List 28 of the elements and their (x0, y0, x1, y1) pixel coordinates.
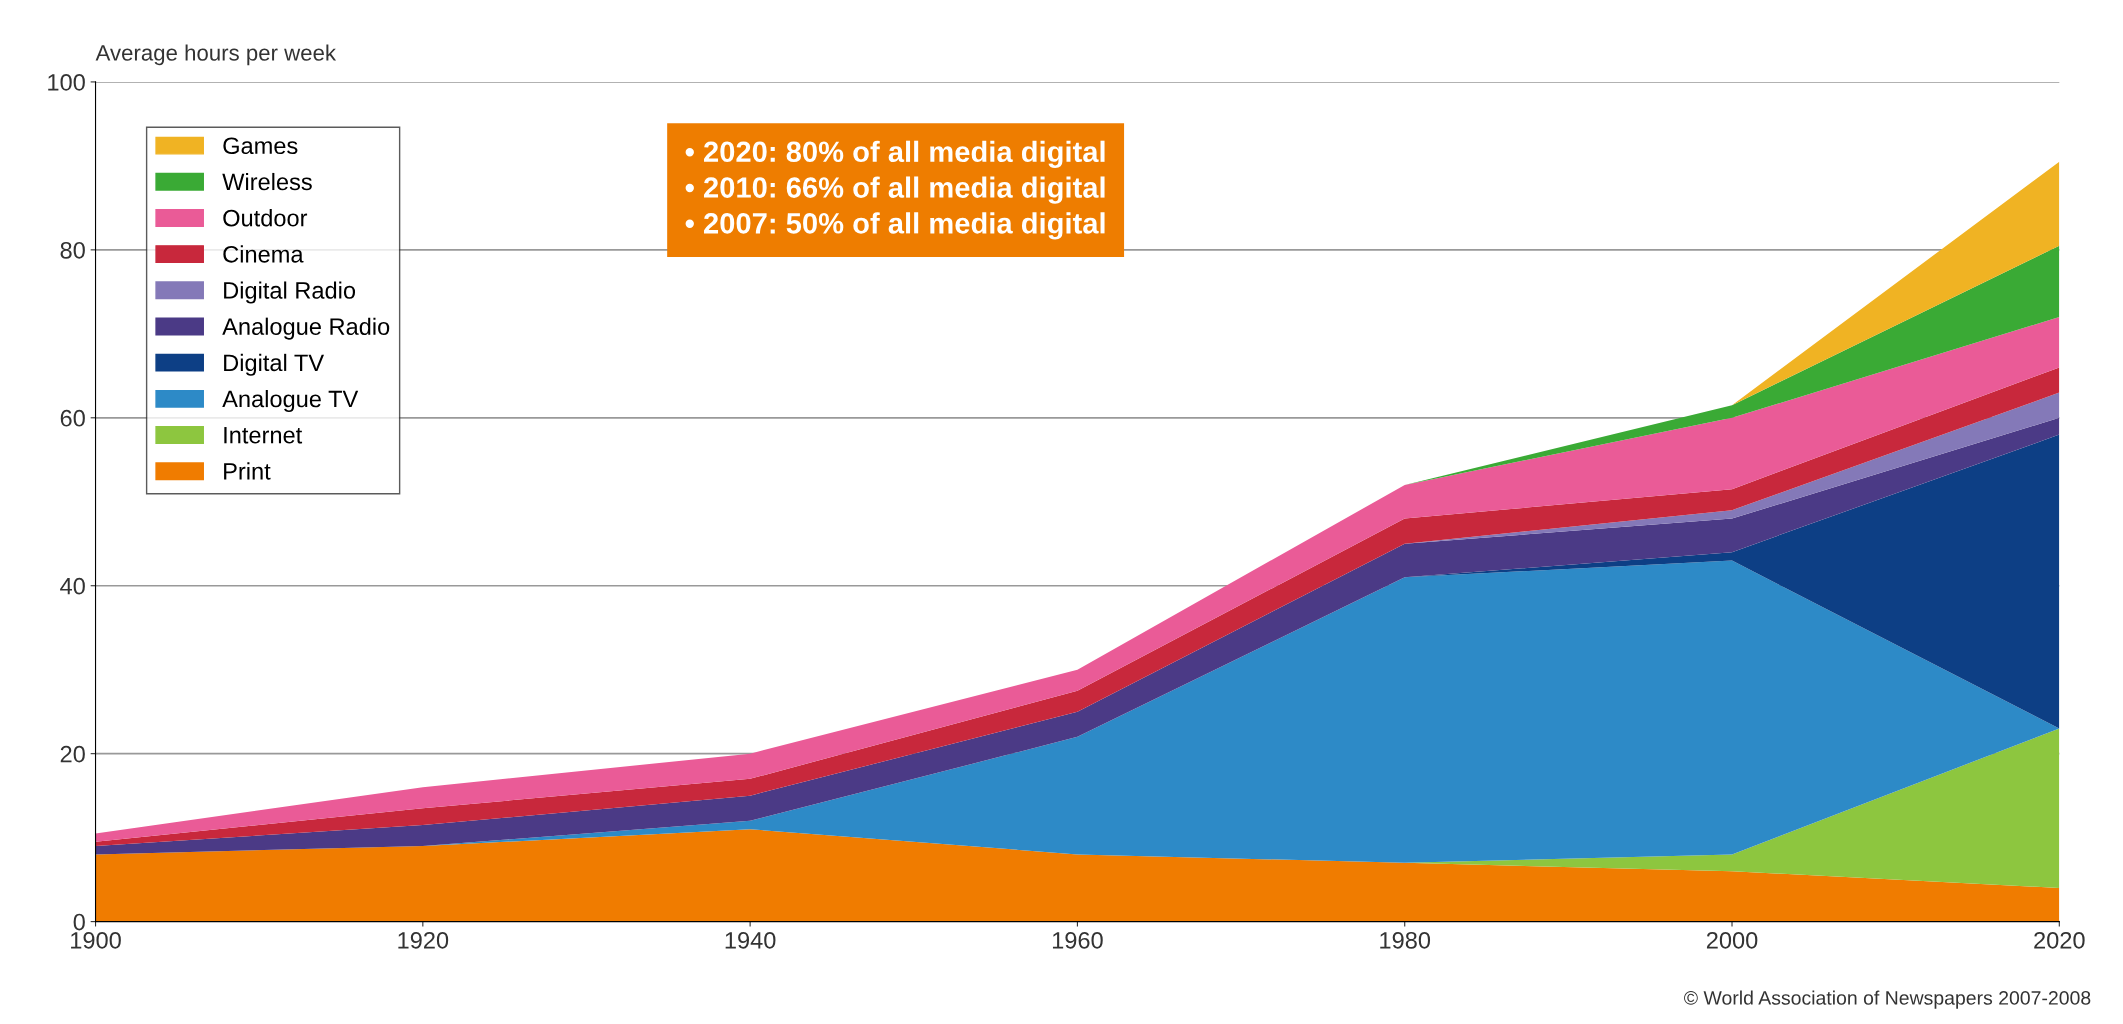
legend-label: Wireless (222, 172, 312, 191)
legend-label: Internet (224, 427, 303, 444)
y-tick-label: 20 (60, 745, 85, 763)
y-tick-label: 80 (60, 241, 85, 259)
y-tick-label: 60 (60, 409, 85, 427)
text: © World Association of Newspapers 2007-2008 (1684, 990, 2091, 1009)
legend-label: Games (223, 137, 298, 155)
annotation: • 2020: 80% of all media digital (685, 140, 1105, 169)
y-tick-label: 100 (48, 73, 85, 91)
y-tick-label: 40 (60, 577, 85, 595)
legend-label: Analogue Radio (222, 317, 390, 340)
x-tick-label: 1900 (71, 931, 121, 949)
x-tick-label: 1940 (725, 931, 776, 949)
x-tick-label: 1980 (1380, 931, 1431, 949)
legend-label: Outdoor (223, 209, 308, 227)
annotation: • 2007: 50% of all media digital (685, 212, 1105, 240)
y-axis-title: Average hours per week (95, 44, 337, 66)
x-tick-label: 2000 (1706, 931, 1758, 949)
legend-label: Digital Radio (224, 281, 356, 304)
x-tick-label: 1920 (398, 931, 449, 949)
legend-label: Cinema (223, 245, 304, 263)
legend-label: Digital TV (224, 353, 324, 376)
x-tick-label: 2020 (2034, 931, 2085, 949)
legend-label: Analogue TV (222, 389, 359, 412)
y-tick-label: 0 (73, 913, 85, 931)
x-tick-label: 1960 (1052, 931, 1103, 949)
legend-label: Print (224, 462, 271, 480)
annotation: • 2010: 66% of all media digital (685, 176, 1105, 204)
